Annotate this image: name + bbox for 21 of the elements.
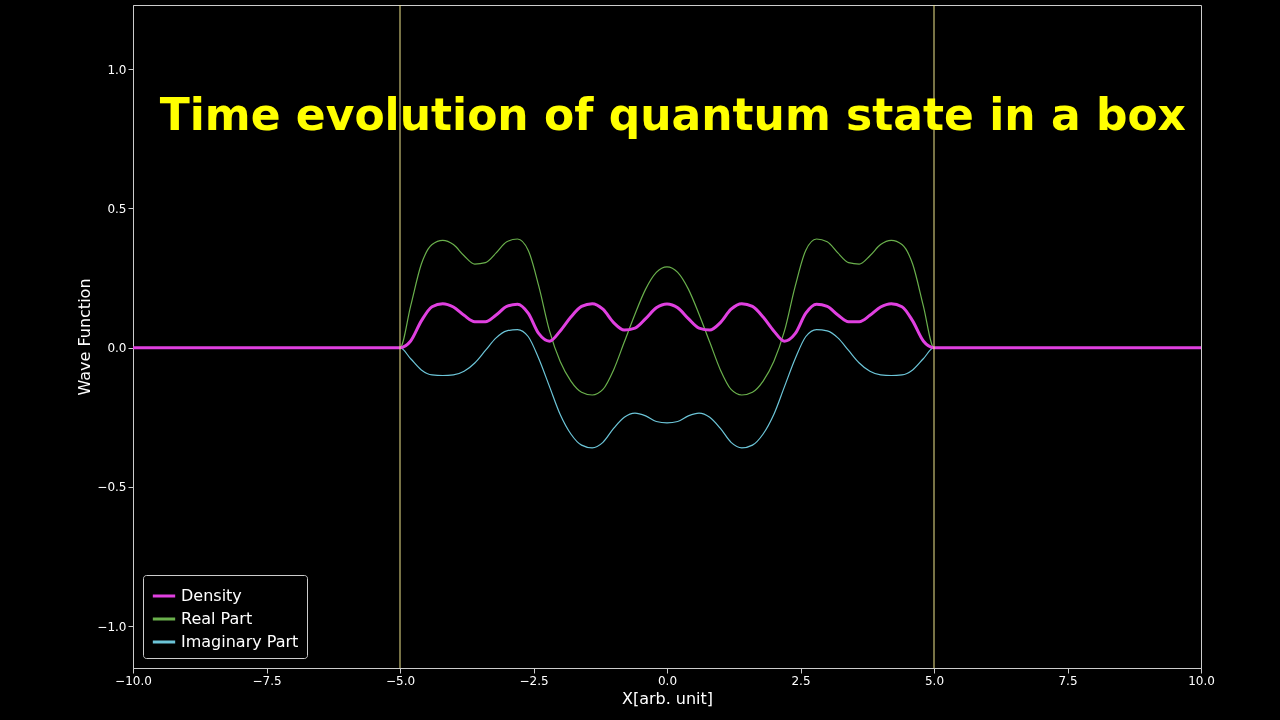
y-axis-title: Wave Function bbox=[75, 278, 95, 396]
y-tick-label: 0.0 bbox=[107, 341, 127, 356]
legend-label: Density bbox=[181, 586, 242, 605]
x-tick-label: 0.0 bbox=[657, 673, 678, 688]
x-tick-label: 5.0 bbox=[924, 673, 945, 688]
x-tick-label: −5.0 bbox=[385, 673, 416, 688]
legend-label: Real Part bbox=[181, 609, 253, 628]
text: Time evolution of quantum state in a box bbox=[159, 89, 1186, 140]
line-series bbox=[133, 302, 1201, 350]
x-tick-label: 7.5 bbox=[1058, 673, 1078, 688]
y-tick-label: −0.5 bbox=[97, 480, 127, 495]
legend-label: Imaginary Part bbox=[181, 632, 299, 651]
x-tick-label: −7.5 bbox=[252, 673, 282, 688]
x-tick-label: −2.5 bbox=[519, 673, 549, 688]
y-tick-label: 1.0 bbox=[107, 62, 127, 77]
x-tick-label: 2.5 bbox=[791, 673, 811, 688]
x-tick-label: −10.0 bbox=[115, 673, 152, 688]
x-tick-label: 10.0 bbox=[1188, 673, 1215, 688]
y-tick-label: 0.5 bbox=[107, 201, 127, 216]
x-axis-title: X[arb. unit] bbox=[621, 688, 714, 708]
y-tick-label: −1.0 bbox=[97, 619, 127, 634]
